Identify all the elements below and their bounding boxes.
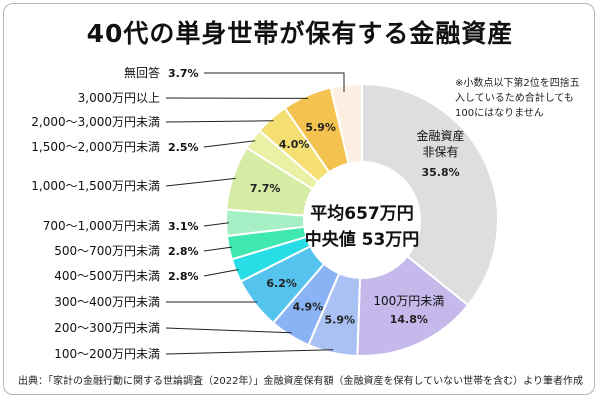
category-value: 2.8% xyxy=(168,245,199,258)
category-label: 1,500～2,000万円未満 xyxy=(31,140,160,154)
category-label: 2,000～3,000万円未満 xyxy=(31,115,160,129)
leader-line xyxy=(203,140,256,148)
chart-title: 40代の単身世帯が保有する金融資産 xyxy=(86,19,514,48)
slice-value: 4.9% xyxy=(293,300,324,313)
slice-group xyxy=(225,82,499,357)
slice-value: 14.8% xyxy=(390,313,428,326)
leader-line xyxy=(204,72,345,92)
category-label: 200～300万円未満 xyxy=(54,321,160,335)
slice-value: 5.9% xyxy=(305,121,336,134)
category-label: 1,000～1,500万円未満 xyxy=(31,179,160,193)
category-label: 700～1,000万円未満 xyxy=(43,219,160,233)
leader-line xyxy=(203,246,232,252)
slice-label: 金融資産 xyxy=(417,128,465,143)
category-value: 3.7% xyxy=(168,67,199,80)
source-citation: 出典：「家計の金融行動に関する世論調査（2022年）」金融資産保有額（金融資産を… xyxy=(18,376,583,387)
slice-金融資産非保有 xyxy=(361,82,499,307)
category-label: 3,000万円以上 xyxy=(78,91,160,105)
category-label: 500～700万円未満 xyxy=(54,244,160,258)
slice-100万円未満 xyxy=(356,254,470,357)
slice-value: 7.7% xyxy=(250,182,281,195)
leader-line xyxy=(165,120,274,123)
slice-value: 5.9% xyxy=(325,314,356,327)
slice-無回答 xyxy=(329,82,363,165)
slice-value: 35.8% xyxy=(421,166,459,179)
leader-line xyxy=(165,177,236,187)
slice-label: 100万円未満 xyxy=(373,294,444,308)
category-value: 2.5% xyxy=(168,141,199,154)
leader-line xyxy=(165,349,334,355)
leader-line xyxy=(165,327,292,334)
category-value: 3.1% xyxy=(168,220,199,233)
category-value: 2.8% xyxy=(168,270,199,283)
leader-line-group xyxy=(165,72,345,355)
median-label: 中央値 53万円 xyxy=(305,229,420,250)
category-label: 300～400万円未満 xyxy=(54,295,160,309)
slice-label: 非保有 xyxy=(423,145,459,159)
category-label: 400～500万円未満 xyxy=(54,269,160,283)
leader-line xyxy=(203,222,230,227)
category-label: 無回答 xyxy=(124,65,160,80)
leader-line xyxy=(203,269,239,277)
rounding-note: ※小数点以下第2位を四捨五入しているため合計しても100にはなりません xyxy=(455,78,580,119)
slice-value: 4.0% xyxy=(279,138,310,151)
category-label: 100～200万円未満 xyxy=(54,347,160,361)
slice-value: 6.2% xyxy=(266,277,297,290)
mean-label: 平均657万円 xyxy=(310,203,414,224)
